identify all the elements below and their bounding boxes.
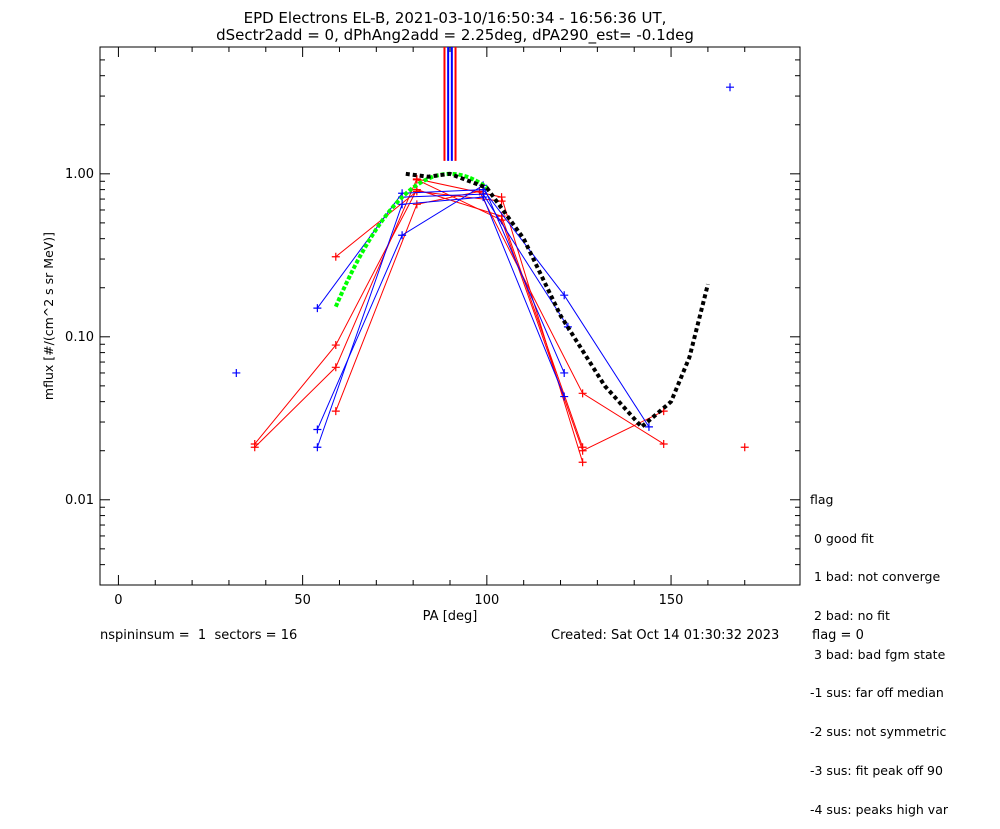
data-point-plus	[331, 341, 340, 350]
data-point-plus	[398, 231, 407, 240]
data-point-plus	[479, 190, 488, 199]
black-fit-curve	[405, 171, 710, 429]
x-tick-label: 50	[294, 593, 311, 608]
legend-item: 2 bad: no fit	[810, 607, 890, 623]
data-point-plus	[232, 368, 241, 377]
y-tick-label: 0.10	[65, 330, 94, 345]
data-point-plus	[331, 363, 340, 372]
legend-item: 3 bad: bad fgm state	[810, 646, 946, 662]
flag-legend: flag 0 good fit 1 bad: not converge 2 ba…	[810, 468, 948, 829]
legend-item: -4 sus: peaks high var	[810, 801, 949, 817]
blue-trace-line	[316, 196, 565, 448]
legend-item: -1 sus: far off median	[810, 685, 944, 701]
footer-created: Created: Sat Oct 14 01:30:32 2023	[551, 628, 780, 643]
data-point-plus	[560, 291, 569, 300]
data-point-plus	[740, 443, 749, 452]
y-axis-label: mflux [#/(cm^2 s sr MeV)]	[41, 232, 56, 400]
data-point-plus	[726, 83, 734, 92]
data-point-plus	[560, 368, 569, 377]
data-point-plus	[644, 422, 653, 431]
footer-flag: flag = 0	[812, 628, 864, 643]
legend-item: 0 good fit	[810, 530, 874, 546]
chart-title-line-2: dSectr2add = 0, dPhAng2add = 2.25deg, dP…	[216, 26, 694, 44]
blue-trace-line	[316, 184, 565, 430]
red-trace-line	[335, 190, 664, 445]
footer-spin-info: nspininsum = 1 sectors = 16	[100, 628, 298, 643]
data-point-plus	[578, 389, 587, 398]
red-trace-line	[335, 190, 502, 258]
data-point-plus	[412, 175, 421, 184]
data-point-plus	[659, 439, 668, 448]
data-point-plus	[578, 446, 587, 455]
plot-frame	[99, 46, 801, 586]
blue-trace-line	[316, 189, 650, 428]
x-tick-label: 0	[114, 593, 122, 608]
green-fit-curve	[333, 171, 489, 308]
data-point-plus	[412, 200, 421, 209]
blue-trace-line	[402, 193, 569, 328]
y-tick-label: 0.01	[65, 493, 94, 508]
legend-title: flag	[810, 491, 834, 507]
chart-title-line-1: EPD Electrons EL-B, 2021-03-10/16:50:34 …	[243, 9, 667, 27]
legend-item: -3 sus: fit peak off 90	[810, 762, 943, 778]
y-tick-label: 1.00	[65, 167, 94, 182]
data-point-plus	[331, 252, 340, 261]
data-point-plus	[398, 200, 407, 209]
red-trace-line	[254, 189, 584, 448]
data-point-plus	[313, 443, 322, 452]
chart-svg: 0 50 100 150 0.01 0.10 1.00 PA [deg] mflux [#/…	[41, 46, 801, 624]
x-axis-label: PA [deg]	[423, 609, 478, 624]
data-point-plus	[313, 425, 322, 434]
data-point-plus	[250, 439, 259, 448]
data-point-plus	[331, 407, 340, 416]
data-point-plus	[578, 458, 587, 467]
data-point-plus	[313, 304, 322, 313]
x-tick-label: 150	[659, 593, 684, 608]
data-point-plus	[412, 187, 421, 196]
legend-item: 1 bad: not converge	[810, 569, 941, 585]
data-point-plus	[560, 392, 569, 401]
x-tick-label: 100	[474, 593, 499, 608]
red-trace-line	[416, 179, 664, 452]
legend-item: -2 sus: not symmetric	[810, 724, 947, 740]
